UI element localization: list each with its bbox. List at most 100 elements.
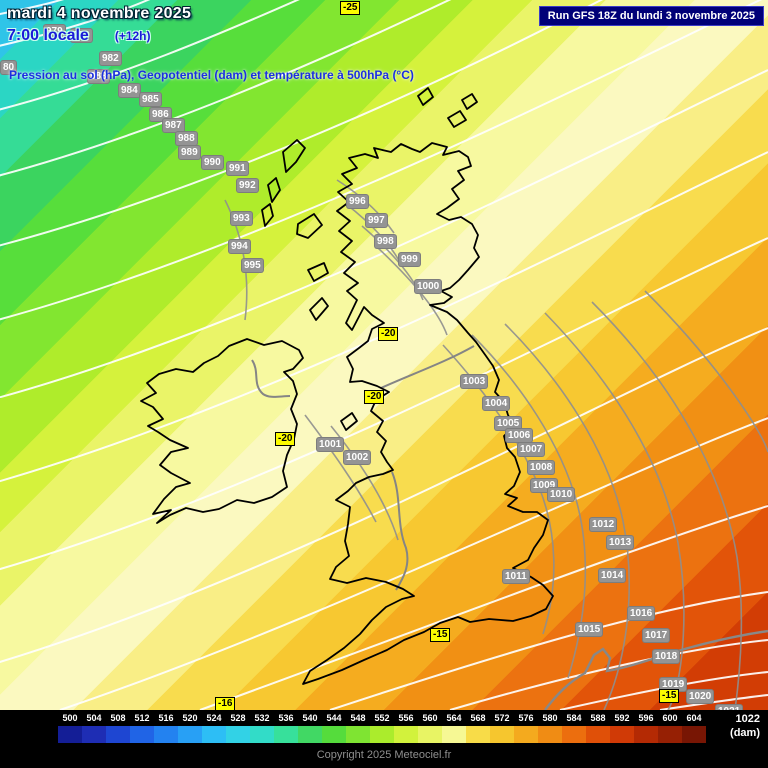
pressure-label: 1008 <box>528 461 555 474</box>
pressure-label: 997 <box>366 214 387 227</box>
time-label: 7:00 locale (+12h) <box>7 27 151 45</box>
local-time: 7:00 locale <box>7 27 89 44</box>
pressure-label: 991 <box>227 162 248 175</box>
pressure-label: 989 <box>179 146 200 159</box>
scale-colour-cell <box>178 726 202 743</box>
coastline-isle-of-man <box>340 412 358 431</box>
scale-colour-cell <box>226 726 250 743</box>
scale-colour-cell <box>154 726 178 743</box>
pressure-label: 1011 <box>503 570 529 583</box>
temperature-label: -15 <box>430 628 451 642</box>
scale-value: 520 <box>182 713 198 723</box>
pressure-label: 984 <box>119 84 140 97</box>
date-label: mardi 4 novembre 2025 <box>7 5 192 22</box>
continent-coastline <box>544 629 768 710</box>
coastline-ireland <box>140 338 304 524</box>
pressure-label: 999 <box>399 253 420 266</box>
pressure-label: 1000 <box>415 280 442 293</box>
coastline-northern-isles <box>417 87 478 128</box>
pressure-label: 980 <box>71 29 92 42</box>
pressure-label: 985 <box>140 93 161 106</box>
scale-value: 572 <box>494 713 510 723</box>
pressure-label: 80 <box>1 61 17 74</box>
pressure-label: 986 <box>150 108 171 121</box>
pressure-label: 1014 <box>599 569 626 582</box>
scale-value: 528 <box>230 713 246 723</box>
pressure-label: 1007 <box>518 443 545 456</box>
scale-value: 560 <box>422 713 438 723</box>
scale-value: 540 <box>302 713 318 723</box>
scale-colour-cell <box>274 726 298 743</box>
scale-value: 564 <box>446 713 462 723</box>
scale-colour-cell <box>106 726 130 743</box>
scale-value: 600 <box>662 713 678 723</box>
scale-colour-cell <box>298 726 322 743</box>
pressure-label: 987 <box>163 119 184 132</box>
scale-value: 532 <box>254 713 270 723</box>
pressure-label: 996 <box>347 195 368 208</box>
pressure-label: 988 <box>176 132 197 145</box>
scale-unit-block: 1022 (dam) <box>730 712 760 740</box>
scale-colour-cell <box>562 726 586 743</box>
pressure-label: 990 <box>202 156 223 169</box>
pressure-label: 1005 <box>495 417 522 430</box>
scale-colour-cell <box>250 726 274 743</box>
scale-value: 592 <box>614 713 630 723</box>
coastlines <box>140 87 554 685</box>
scale-value: 584 <box>566 713 582 723</box>
temperature-label: -15 <box>659 689 680 703</box>
scale-value: 576 <box>518 713 534 723</box>
pressure-label: 993 <box>231 212 252 225</box>
scale-colour-cell <box>82 726 106 743</box>
scale-value: 588 <box>590 713 606 723</box>
pressure-label: 995 <box>242 259 263 272</box>
temperature-label: -16 <box>215 697 236 711</box>
pressure-isobars <box>224 179 768 710</box>
scale-colour-cell <box>466 726 490 743</box>
map-subtitle: Pression au sol (hPa), Geopotentiel (dam… <box>9 68 414 82</box>
scale-value: 504 <box>86 713 102 723</box>
scale-value: 568 <box>470 713 486 723</box>
pressure-label: 1017 <box>643 629 670 642</box>
scale-colour-cell <box>394 726 418 743</box>
scale-colour-cell <box>490 726 514 743</box>
scale-colour-cell <box>322 726 346 743</box>
scale-colour-cell <box>442 726 466 743</box>
pressure-label: 992 <box>237 179 258 192</box>
scale-colour-cell <box>682 726 706 743</box>
run-info-box: Run GFS 18Z du lundi 3 novembre 2025 <box>538 6 764 26</box>
pressure-label: 1001 <box>317 438 344 451</box>
copyright-text: Copyright 2025 Meteociel.fr <box>316 749 452 761</box>
scale-value: 500 <box>62 713 78 723</box>
scale-value: 548 <box>350 713 366 723</box>
scale-colour-cell <box>538 726 562 743</box>
scale-labels-row: 500 504 508 512 516 520 524 528 532 536 540 544 548 5… <box>58 713 706 725</box>
scale-value: 556 <box>398 713 414 723</box>
scale-colourbar <box>58 726 706 743</box>
temperature-label: -20 <box>378 327 399 341</box>
pressure-label: 1013 <box>607 536 634 549</box>
scale-colour-cell <box>370 726 394 743</box>
scale-colour-cell <box>130 726 154 743</box>
scale-value: 512 <box>134 713 150 723</box>
scale-value: 508 <box>110 713 126 723</box>
pressure-label: 979 <box>44 25 65 38</box>
scale-value: 580 <box>542 713 558 723</box>
scale-top-value: 1022 <box>735 713 760 725</box>
country-borders <box>251 345 475 591</box>
pressure-label: 1020 <box>687 690 714 703</box>
pressure-label: 1006 <box>506 429 533 442</box>
map-linework <box>0 0 768 710</box>
scale-value: 596 <box>638 713 654 723</box>
coastline-hebrides <box>261 139 329 321</box>
pressure-label: 1002 <box>344 451 371 464</box>
scale-value: 604 <box>686 713 702 723</box>
pressure-label: 1018 <box>653 650 680 663</box>
pressure-label: 1019 <box>660 678 687 691</box>
scale-colour-cell <box>634 726 658 743</box>
pressure-label: 998 <box>375 235 396 248</box>
pressure-label: 1003 <box>461 375 488 388</box>
coastline-great-britain <box>302 142 554 685</box>
pressure-label: 983 <box>88 70 109 83</box>
